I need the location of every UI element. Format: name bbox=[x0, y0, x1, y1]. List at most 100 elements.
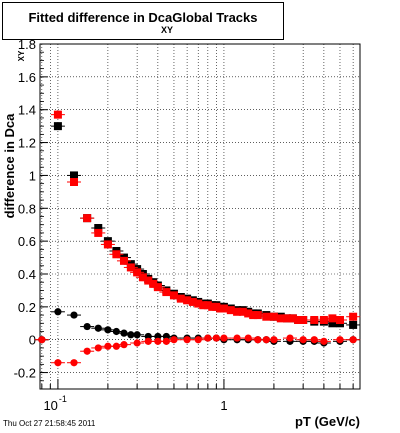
data-point-circle bbox=[212, 334, 220, 342]
data-point-square bbox=[169, 291, 178, 300]
data-point-square bbox=[53, 122, 62, 131]
y-tick-label: 1.8 bbox=[18, 37, 36, 52]
data-point-circle bbox=[70, 359, 78, 367]
data-point-square bbox=[188, 297, 197, 306]
data-point-square bbox=[244, 309, 253, 318]
data-point-square bbox=[119, 256, 128, 265]
y-tick-label: -0.2 bbox=[14, 366, 36, 381]
data-point-circle bbox=[133, 331, 141, 339]
data-point-circle bbox=[299, 336, 307, 344]
data-point-square bbox=[328, 314, 337, 323]
y-tick-label: 0 bbox=[29, 333, 36, 348]
axis-layer: -0.2 0 0.2 0.4 0.6 0.8 1 1.2 1.4 1.6 1.8 10 -1 1 bbox=[14, 37, 354, 413]
data-point-circle bbox=[154, 337, 162, 345]
y-tick-label: 0.6 bbox=[18, 234, 36, 249]
data-point-circle bbox=[83, 347, 91, 355]
data-point-circle bbox=[104, 342, 112, 350]
data-point-circle bbox=[120, 341, 128, 349]
y-tick-label: 1 bbox=[29, 168, 36, 183]
data-point-circle bbox=[220, 334, 228, 342]
data-point-circle bbox=[104, 326, 112, 334]
data-point-square bbox=[194, 299, 203, 308]
data-point-circle bbox=[204, 334, 212, 342]
data-point-square bbox=[219, 304, 228, 313]
data-point-circle bbox=[194, 336, 202, 344]
data-point-square bbox=[262, 312, 271, 321]
data-point-square bbox=[176, 294, 185, 303]
data-point-square bbox=[183, 296, 192, 305]
data-point-square bbox=[162, 288, 171, 297]
data-point-circle bbox=[270, 336, 278, 344]
data-point-square bbox=[103, 240, 112, 249]
y-tick-label: 1.2 bbox=[18, 136, 36, 151]
data-point-square bbox=[335, 316, 344, 324]
data-point-circle bbox=[349, 336, 357, 344]
data-point-circle bbox=[170, 336, 178, 344]
data-point-circle bbox=[70, 311, 78, 319]
data-point-square bbox=[349, 312, 358, 321]
data-point-circle bbox=[83, 322, 91, 331]
data-point-square bbox=[83, 214, 92, 223]
data-point-square bbox=[112, 250, 121, 259]
data-point-square bbox=[310, 316, 319, 324]
data-point-circle bbox=[320, 337, 328, 345]
chart-title: Fitted difference in DcaGlobal Tracks bbox=[3, 10, 283, 25]
data-point-circle bbox=[54, 308, 62, 316]
data-point-square bbox=[328, 319, 337, 328]
x-axis-label: pT (GeV/c) bbox=[295, 414, 360, 429]
y-tick-label: 0.2 bbox=[18, 300, 36, 315]
data-point-circle bbox=[112, 342, 120, 350]
timestamp-footer: Thu Oct 27 21:58:45 2011 bbox=[3, 419, 96, 428]
data-point-circle bbox=[233, 334, 241, 342]
data-point-circle bbox=[38, 336, 46, 344]
data-point-square bbox=[133, 268, 142, 277]
data-point-circle bbox=[112, 327, 120, 336]
data-point-square bbox=[238, 307, 247, 316]
data-point-circle bbox=[262, 336, 270, 344]
x-tick-label-exponent: -1 bbox=[59, 394, 67, 404]
chart-title-main: Fitted difference in Dca bbox=[28, 10, 173, 25]
data-point-circle bbox=[144, 332, 152, 341]
data-point-square bbox=[94, 224, 103, 232]
data-point-circle bbox=[183, 336, 191, 344]
data-point-circle bbox=[94, 344, 102, 352]
data-point-circle bbox=[254, 336, 262, 344]
chart-title-box: Fitted difference in DcaGlobal Tracks XY bbox=[2, 2, 284, 40]
data-point-square bbox=[53, 110, 62, 119]
data-point-circle bbox=[336, 336, 344, 344]
data-point-square bbox=[288, 314, 297, 323]
data-point-square bbox=[70, 171, 79, 180]
data-point-square bbox=[70, 178, 79, 186]
x-tick-label: 10 bbox=[43, 398, 57, 413]
data-point-square bbox=[153, 283, 162, 292]
data-point-square bbox=[349, 320, 358, 329]
data-layer bbox=[34, 110, 361, 367]
data-point-circle bbox=[244, 334, 252, 342]
y-tick-label: 0.8 bbox=[18, 201, 36, 216]
y-tick-label: 1.4 bbox=[18, 103, 36, 118]
data-point-square bbox=[144, 276, 153, 285]
y-tick-label: 1.6 bbox=[18, 70, 36, 85]
chart-title-subscript: XY bbox=[161, 25, 174, 35]
y-tick-label: 0.4 bbox=[18, 267, 36, 282]
data-point-square bbox=[138, 273, 147, 282]
data-point-circle bbox=[154, 332, 162, 341]
data-point-circle bbox=[162, 337, 170, 345]
chart-title-suffix: Global Tracks bbox=[172, 10, 258, 25]
y-axis-label: difference in Dca bbox=[2, 113, 17, 219]
data-point-square bbox=[226, 306, 235, 315]
x-tick-label: 1 bbox=[220, 398, 227, 413]
data-point-square bbox=[299, 316, 308, 324]
data-point-square bbox=[253, 311, 262, 320]
data-point-square bbox=[269, 312, 278, 321]
data-point-square bbox=[319, 316, 328, 324]
data-point-square bbox=[149, 279, 158, 288]
data-point-circle bbox=[310, 336, 318, 344]
y-axis-label-subscript: XY bbox=[17, 50, 26, 61]
data-point-circle bbox=[120, 329, 128, 337]
data-point-circle bbox=[54, 359, 62, 367]
data-point-square bbox=[203, 301, 212, 310]
data-point-circle bbox=[133, 339, 141, 347]
data-point-circle bbox=[286, 334, 294, 342]
